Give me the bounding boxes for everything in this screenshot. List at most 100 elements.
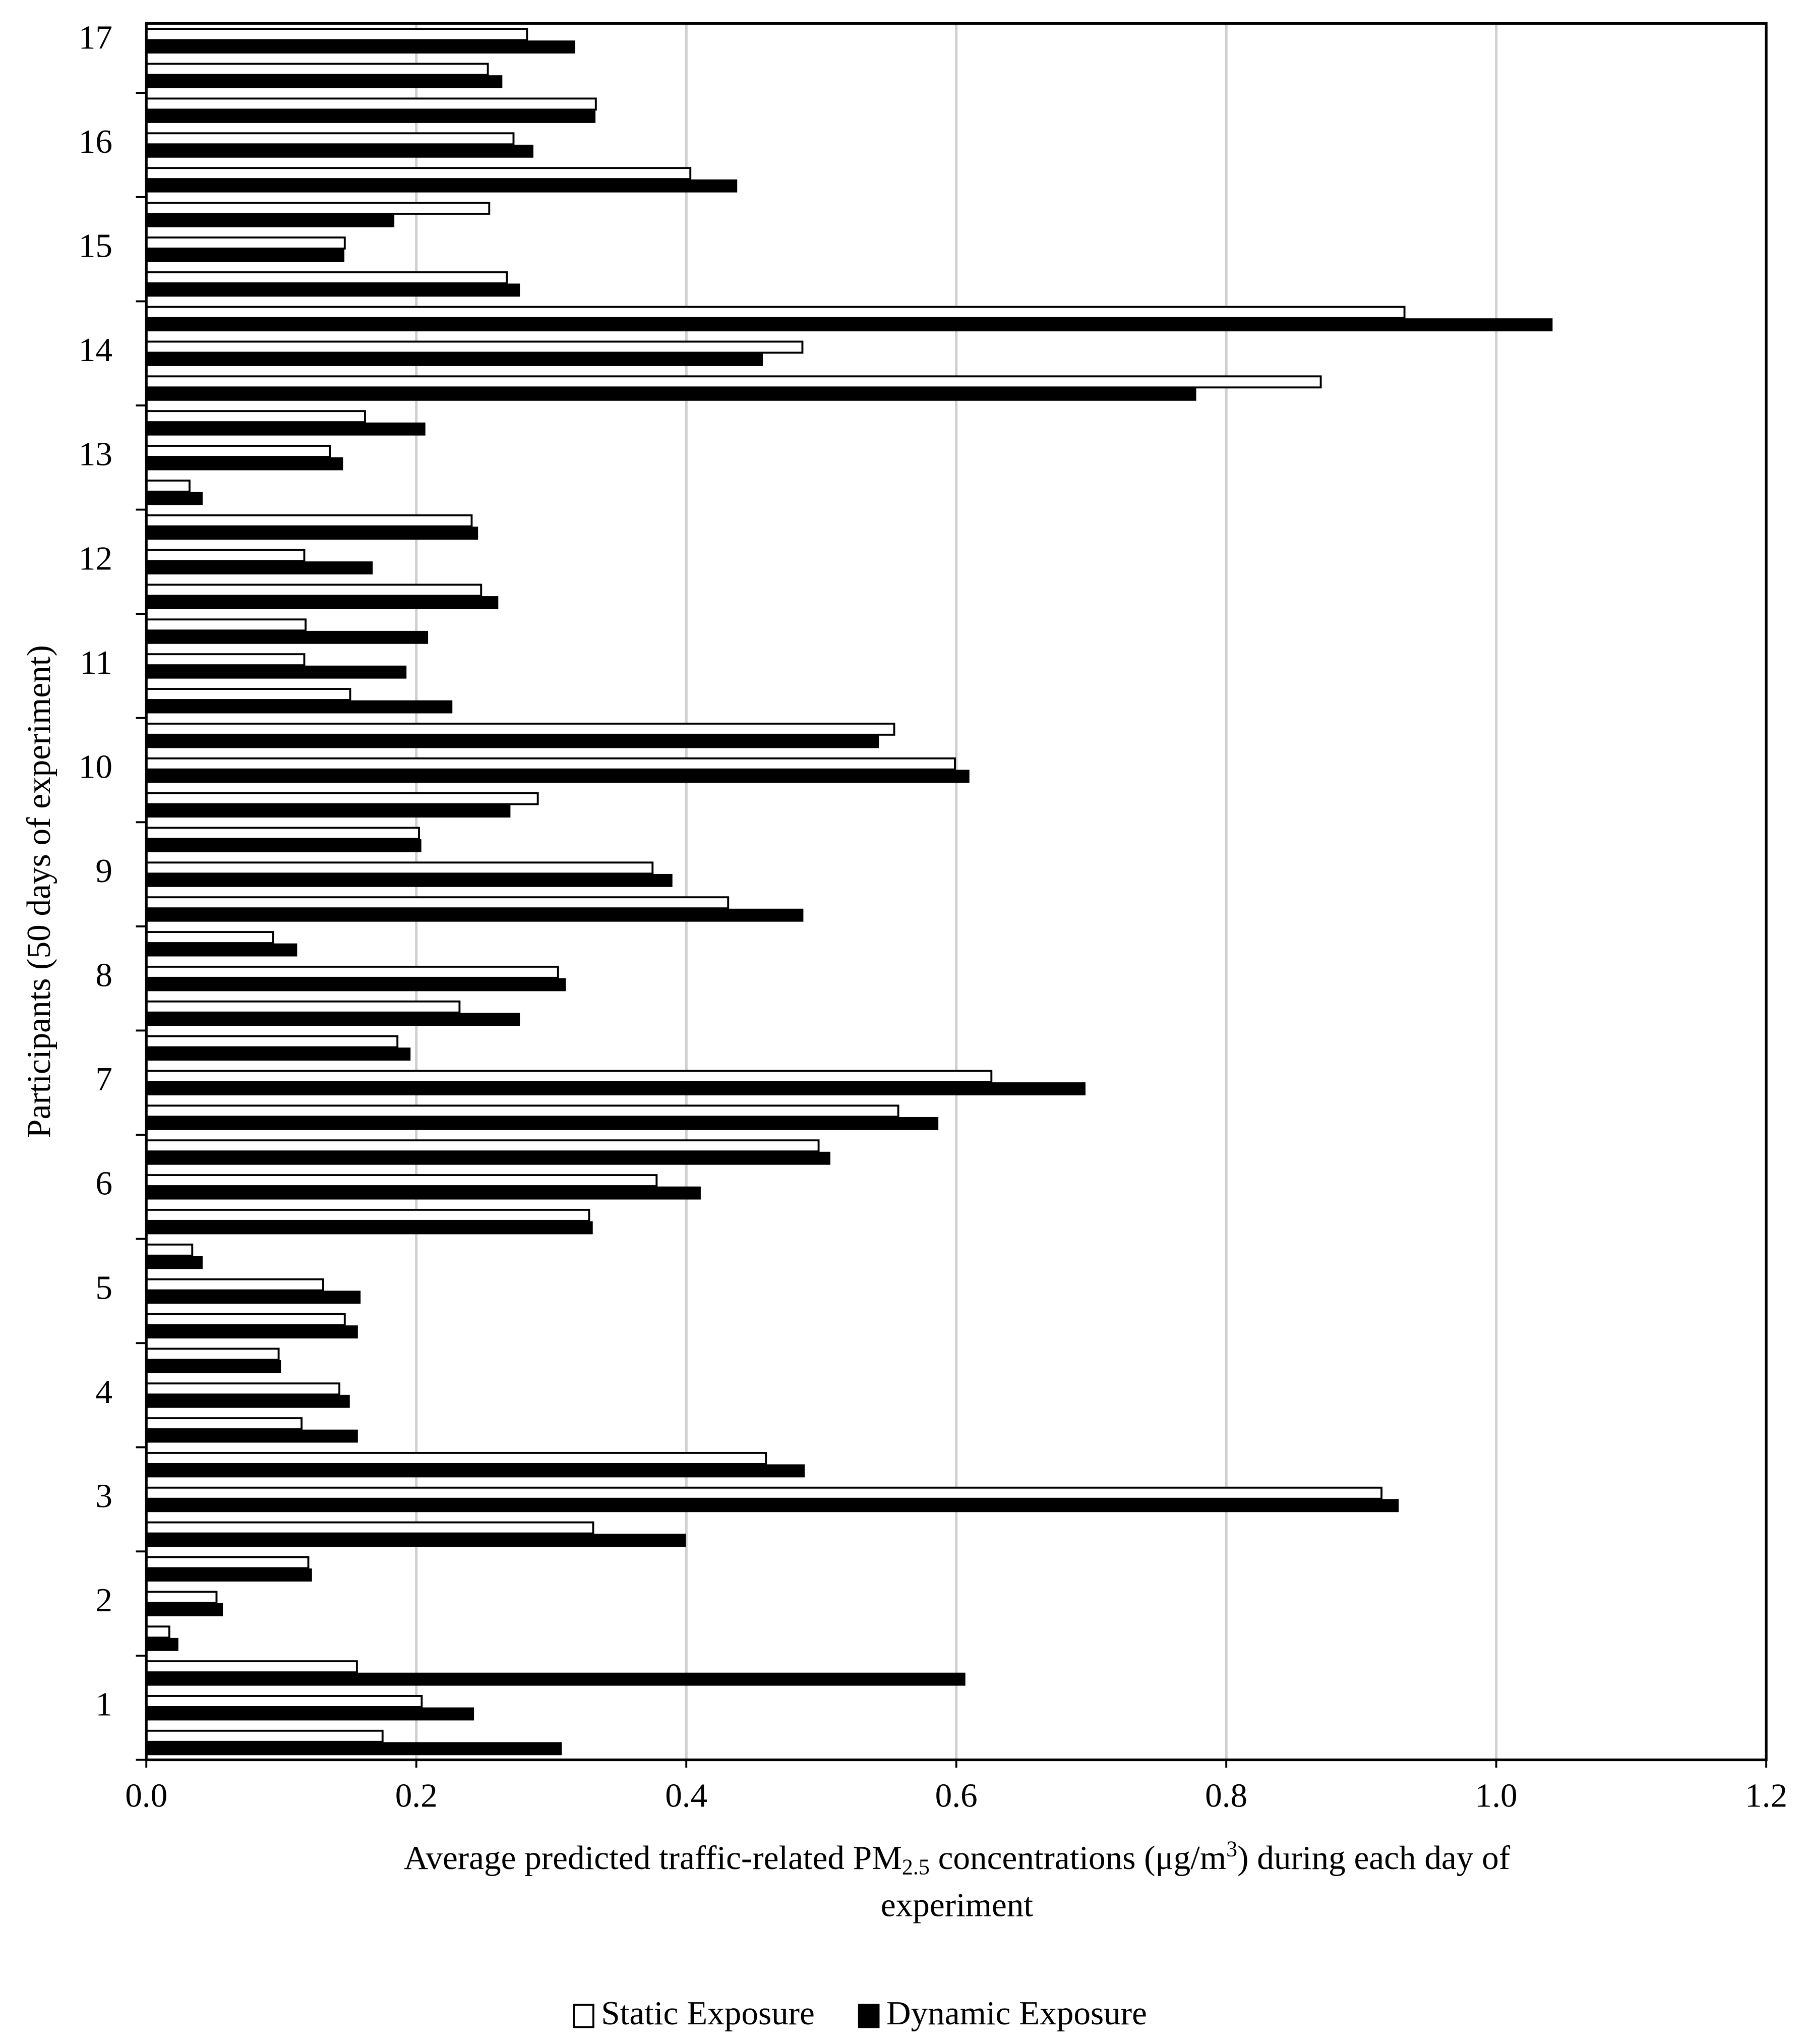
bar bbox=[145, 422, 426, 436]
bar bbox=[145, 665, 407, 679]
bar bbox=[145, 561, 373, 575]
bar bbox=[145, 1082, 1086, 1095]
x-tick-label: 0.8 bbox=[1205, 1776, 1247, 1814]
bar bbox=[145, 1117, 939, 1130]
legend-swatch bbox=[573, 2004, 594, 2028]
bar bbox=[145, 28, 528, 41]
bar bbox=[145, 110, 596, 123]
bar bbox=[145, 132, 515, 146]
bar bbox=[145, 353, 763, 366]
bar bbox=[145, 1208, 590, 1222]
bar bbox=[145, 1521, 594, 1535]
bar bbox=[145, 283, 520, 297]
bar bbox=[145, 179, 738, 193]
bar bbox=[145, 1070, 993, 1083]
bar bbox=[145, 1325, 358, 1338]
bar bbox=[145, 700, 453, 714]
bar bbox=[145, 827, 420, 840]
bar bbox=[145, 1174, 658, 1187]
bar bbox=[145, 1429, 358, 1443]
y-tick-label: 2 bbox=[95, 1581, 112, 1619]
bar bbox=[145, 653, 306, 667]
bar bbox=[145, 1035, 399, 1048]
bar bbox=[145, 896, 730, 910]
bar bbox=[145, 688, 351, 701]
bar bbox=[145, 722, 895, 736]
bar bbox=[145, 596, 499, 609]
bar bbox=[145, 1591, 218, 1604]
y-tick-label: 5 bbox=[95, 1268, 112, 1306]
y-tick-label: 6 bbox=[95, 1164, 112, 1202]
bar bbox=[145, 97, 597, 111]
bar bbox=[145, 167, 692, 181]
bar bbox=[145, 410, 366, 424]
bar bbox=[145, 770, 970, 783]
x-axis-title-sub: 2.5 bbox=[902, 1855, 930, 1880]
bar bbox=[145, 1394, 350, 1408]
bar bbox=[145, 978, 566, 991]
y-tick-label: 15 bbox=[79, 227, 112, 265]
y-tick-label: 9 bbox=[95, 852, 112, 890]
y-tick-label: 7 bbox=[95, 1060, 112, 1098]
bar bbox=[145, 1360, 281, 1373]
x-tick-label: 0.2 bbox=[395, 1776, 438, 1814]
x-axis-title-part: concentrations (μg/m bbox=[930, 1839, 1226, 1877]
bar bbox=[145, 445, 331, 458]
bar bbox=[145, 63, 489, 76]
x-tick-label: 1.2 bbox=[1745, 1776, 1787, 1814]
bar bbox=[145, 757, 956, 771]
bar bbox=[145, 839, 421, 852]
bar bbox=[145, 1278, 324, 1292]
bar bbox=[145, 943, 297, 957]
bar bbox=[145, 1707, 474, 1721]
legend-swatch bbox=[858, 2004, 880, 2028]
bar bbox=[145, 1452, 767, 1465]
x-axis-title: Average predicted traffic-related PM2.5 … bbox=[404, 1837, 1511, 1880]
bar bbox=[145, 144, 533, 158]
bar bbox=[145, 375, 1322, 389]
bar bbox=[145, 236, 346, 250]
y-tick-label: 16 bbox=[79, 123, 112, 160]
bar bbox=[145, 1382, 341, 1396]
bar bbox=[145, 1660, 358, 1674]
y-tick-label: 12 bbox=[79, 539, 112, 577]
bar bbox=[145, 583, 483, 597]
y-tick-label: 13 bbox=[79, 435, 112, 473]
bar bbox=[145, 1139, 820, 1153]
bar bbox=[145, 249, 345, 262]
bar bbox=[145, 1672, 966, 1686]
bar bbox=[145, 1638, 178, 1651]
bar bbox=[145, 1151, 830, 1165]
bar bbox=[145, 549, 306, 562]
y-tick-label: 3 bbox=[95, 1477, 112, 1514]
bar bbox=[145, 618, 307, 632]
bar bbox=[145, 735, 879, 748]
legend-label: Dynamic Exposure bbox=[886, 1994, 1147, 2032]
x-tick-label: 0.4 bbox=[665, 1776, 707, 1814]
bar bbox=[145, 387, 1196, 401]
bar bbox=[145, 1534, 686, 1547]
bar bbox=[145, 873, 673, 887]
bar bbox=[145, 457, 343, 471]
x-tick-label: 0.6 bbox=[935, 1776, 978, 1814]
bar bbox=[145, 306, 1406, 319]
bar bbox=[145, 1256, 203, 1269]
bar bbox=[145, 1625, 170, 1639]
y-tick-label: 8 bbox=[95, 956, 112, 994]
y-tick-label: 1 bbox=[95, 1685, 112, 1723]
bar bbox=[145, 1313, 346, 1326]
x-axis-title-sup: 3 bbox=[1226, 1837, 1237, 1861]
bar bbox=[145, 792, 539, 805]
bar bbox=[145, 514, 473, 528]
bar bbox=[145, 861, 654, 875]
bar bbox=[145, 202, 491, 215]
bar bbox=[145, 1695, 423, 1708]
bar bbox=[145, 1186, 701, 1200]
bar bbox=[145, 492, 203, 505]
bar bbox=[145, 1348, 280, 1361]
bar bbox=[145, 1568, 312, 1582]
bar bbox=[145, 1047, 411, 1061]
bar bbox=[145, 318, 1553, 332]
y-tick-label: 10 bbox=[79, 747, 112, 785]
